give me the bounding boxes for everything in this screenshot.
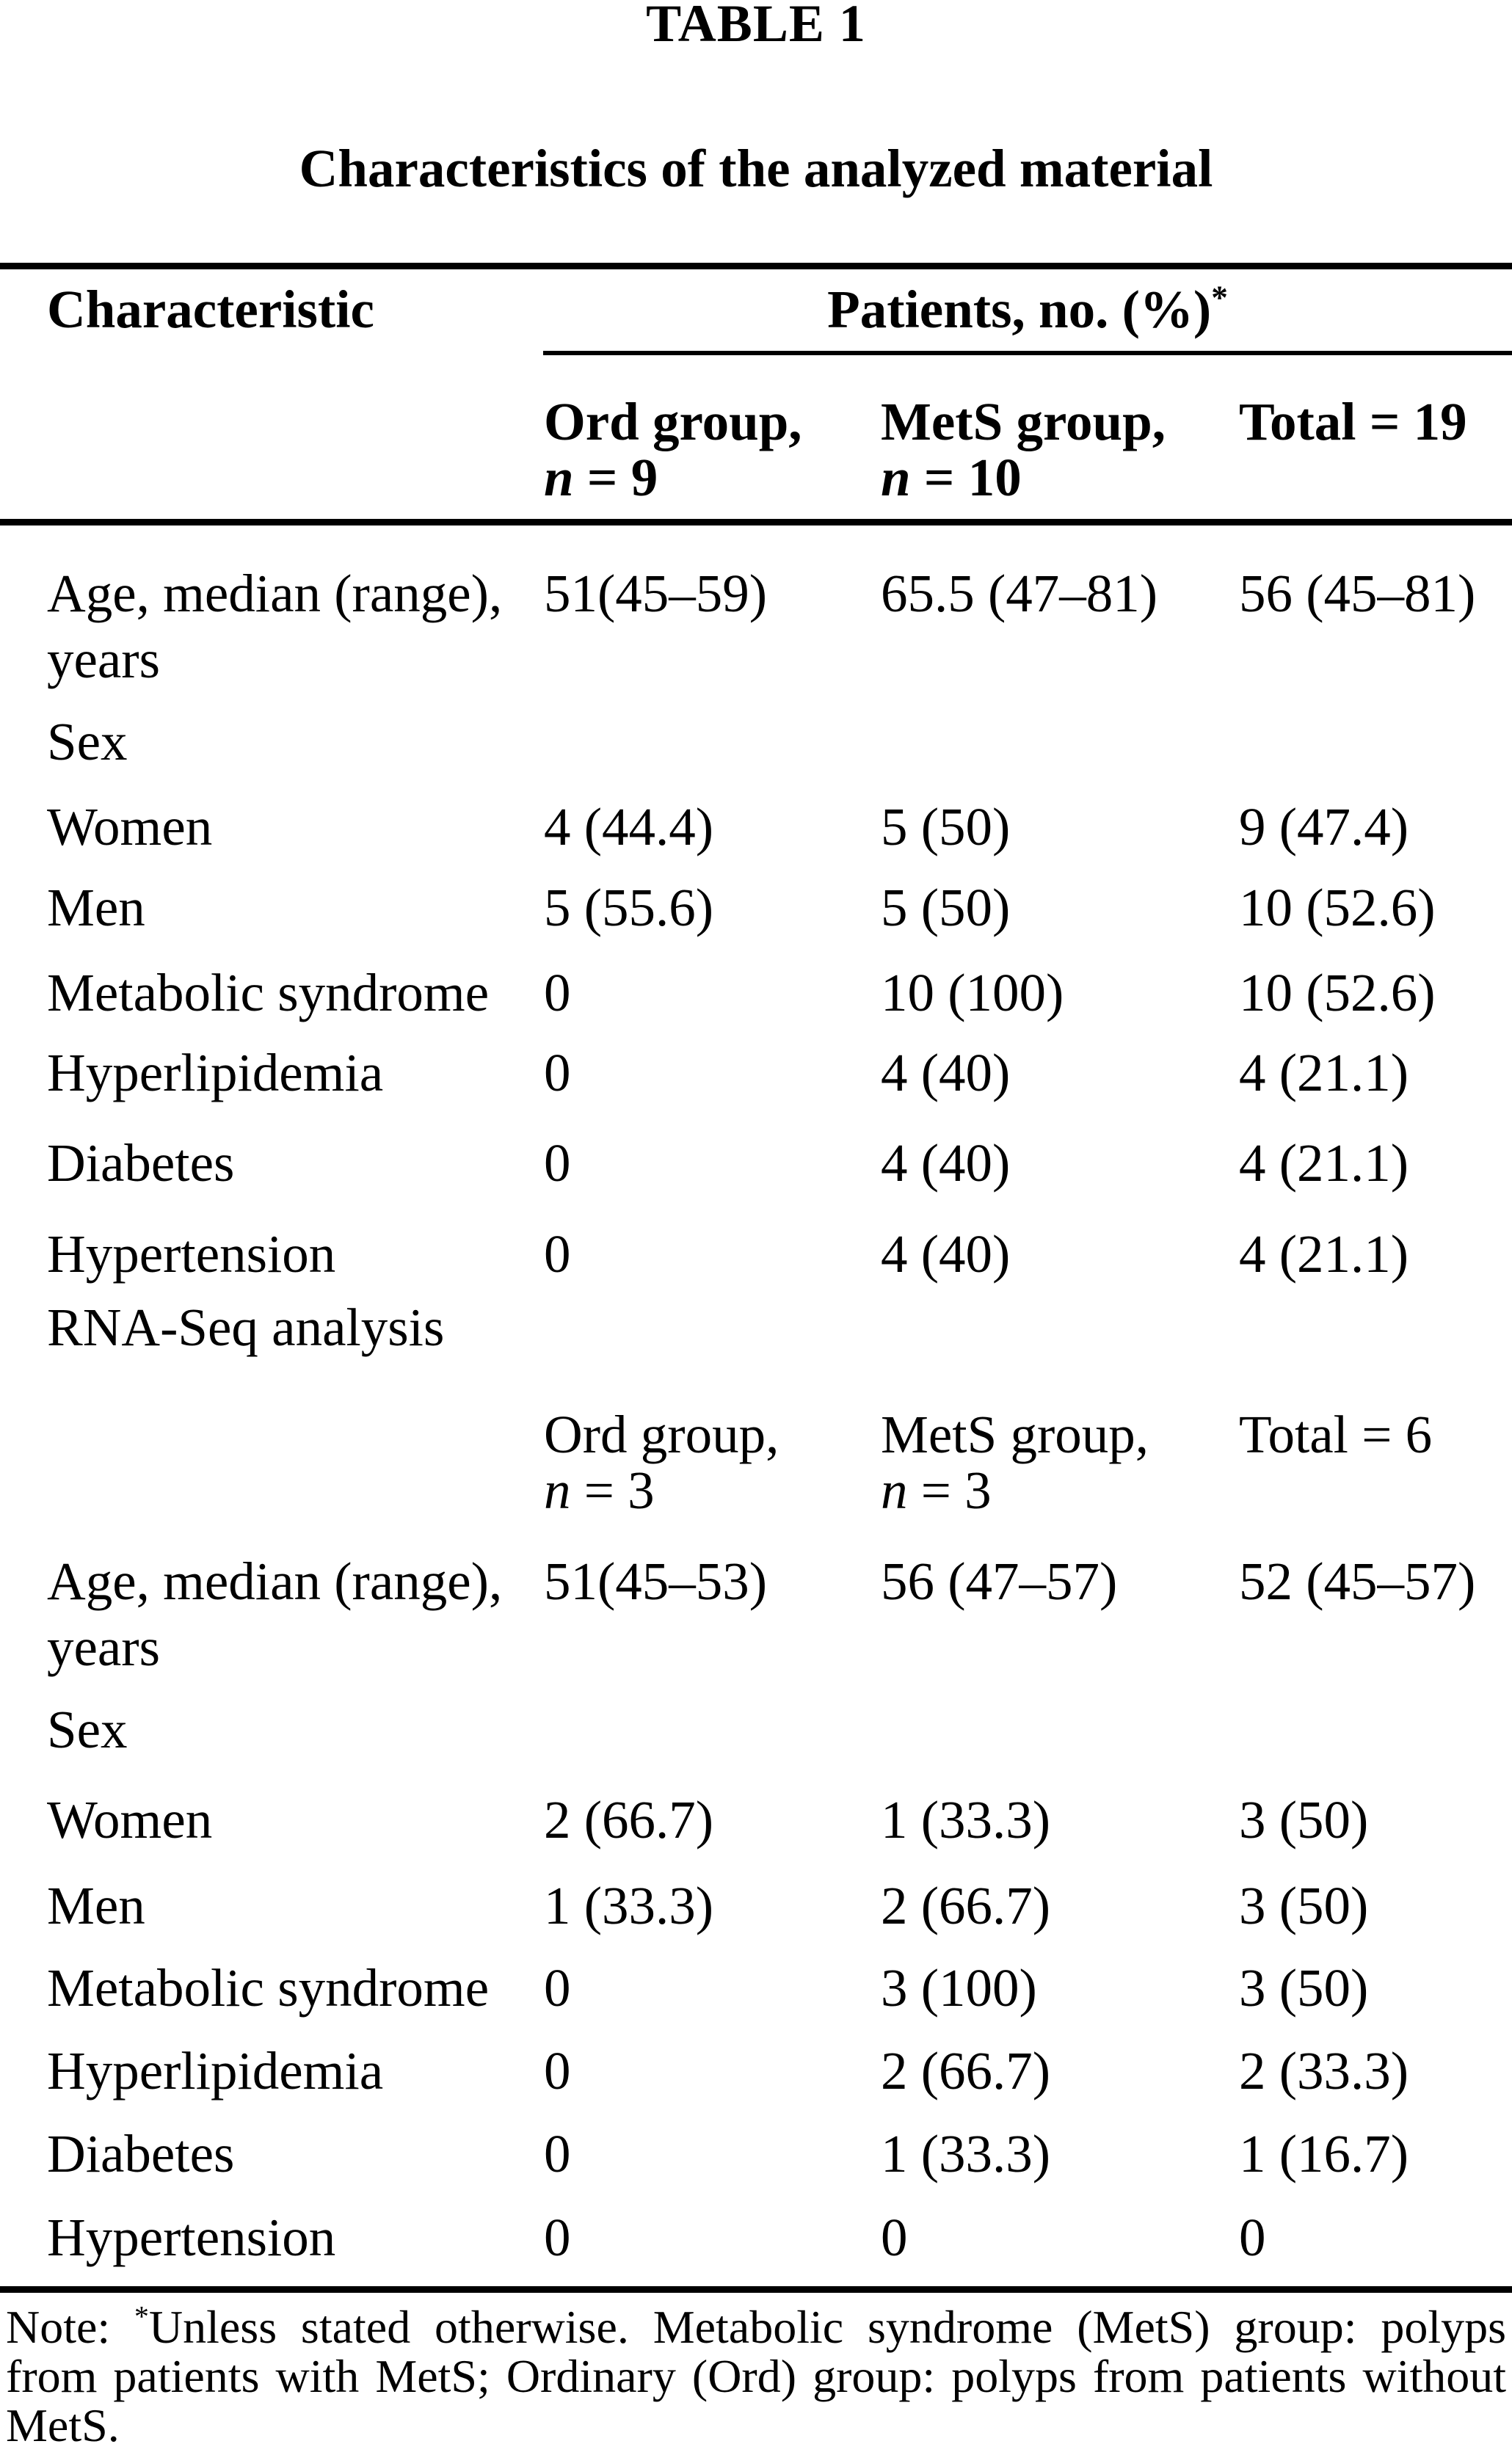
ord-value: 0 (544, 2208, 571, 2267)
mets-n-value: = 10 (910, 448, 1022, 507)
total-value: 4 (21.1) (1239, 1224, 1409, 1284)
mets-value: 5 (50) (881, 878, 1011, 937)
total-value: 2 (33.3) (1239, 2041, 1409, 2101)
table-label: TABLE 1 (646, 0, 866, 53)
ord-value: 0 (544, 2124, 571, 2183)
ord-group-header-2: Ord group, n = 3 (544, 1407, 871, 1519)
total-header-2: Total = 6 (1239, 1405, 1433, 1464)
rule-patients-span (543, 351, 1512, 355)
ord-value: 0 (544, 1958, 571, 2018)
mets-value: 1 (33.3) (881, 2124, 1051, 2183)
mets-value: 0 (881, 2208, 908, 2267)
table-title: Characteristics of the analyzed material (299, 139, 1213, 198)
row-label: Women (47, 1790, 213, 1850)
row-label: Sex (47, 1700, 128, 1759)
patients-header-text: Patients, no. (%) (827, 280, 1212, 339)
row-label: Hypertension (47, 2208, 336, 2267)
mets-value: 10 (100) (881, 963, 1064, 1022)
section-label: RNA-Seq analysis (47, 1298, 445, 1357)
row-label: Hypertension (47, 1224, 336, 1284)
row-label: Age, median (range), years (47, 564, 503, 689)
ord-value: 0 (544, 1224, 571, 1284)
total-value: 0 (1239, 2208, 1266, 2267)
mets-n-italic-2: n (881, 1461, 908, 1520)
patients-header-star: * (1211, 279, 1228, 316)
ord-value: 0 (544, 2041, 571, 2101)
mets-value: 4 (40) (881, 1224, 1011, 1284)
total-value: 52 (45–57) (1239, 1552, 1476, 1611)
row-label: Men (47, 1876, 145, 1935)
ord-value: 51(45–53) (544, 1552, 768, 1611)
mets-group-header-2: MetS group, n = 3 (881, 1407, 1226, 1519)
mets-n-value-2: = 3 (907, 1461, 992, 1520)
ord-value: 5 (55.6) (544, 878, 714, 937)
row-label: Metabolic syndrome (47, 1958, 490, 2018)
mets-value: 1 (33.3) (881, 1790, 1051, 1850)
footnote-prefix: Note: (6, 2301, 135, 2353)
mets-value: 65.5 (47–81) (881, 564, 1158, 623)
mets-n-italic: n (881, 448, 911, 507)
footnote-text: Unless stated otherwise. Metabolic syndr… (6, 2301, 1507, 2451)
ord-value: 2 (66.7) (544, 1790, 714, 1850)
total-value: 3 (50) (1239, 1790, 1369, 1850)
rule-top (0, 263, 1512, 269)
ord-n-italic-2: n (544, 1461, 571, 1520)
total-value: 1 (16.7) (1239, 2124, 1409, 2183)
mets-value: 2 (66.7) (881, 2041, 1051, 2101)
row-label: Hyperlipidemia (47, 2041, 384, 2101)
mets-value: 3 (100) (881, 1958, 1037, 2018)
row-label: Sex (47, 712, 128, 771)
mets-value: 56 (47–57) (881, 1552, 1118, 1611)
ord-value: 4 (44.4) (544, 797, 714, 856)
row-label: Diabetes (47, 1133, 235, 1193)
row-label: Women (47, 797, 213, 856)
row-label: Age, median (range), years (47, 1552, 503, 1677)
ord-n-value-2: = 3 (570, 1461, 655, 1520)
ord-n-value: = 9 (573, 448, 658, 507)
row-label: Metabolic syndrome (47, 963, 490, 1022)
ord-n-italic: n (544, 448, 574, 507)
row-label: Diabetes (47, 2124, 235, 2183)
mets-group-header: MetS group, n = 10 (881, 394, 1226, 506)
ord-value: 0 (544, 1133, 571, 1193)
mets-group-label-2: MetS group, (881, 1405, 1149, 1464)
mets-group-label: MetS group, (881, 392, 1166, 451)
ord-value: 0 (544, 1043, 571, 1102)
mets-value: 5 (50) (881, 797, 1011, 856)
total-value: 10 (52.6) (1239, 963, 1436, 1022)
total-value: 4 (21.1) (1239, 1043, 1409, 1102)
footnote: Note: *Unless stated otherwise. Metaboli… (6, 2302, 1506, 2450)
total-header: Total = 19 (1239, 392, 1467, 451)
total-value: 4 (21.1) (1239, 1133, 1409, 1193)
total-value: 56 (45–81) (1239, 564, 1476, 623)
ord-value: 0 (544, 963, 571, 1022)
ord-group-label-2: Ord group, (544, 1405, 779, 1464)
characteristic-header: Characteristic (47, 280, 374, 339)
total-value: 10 (52.6) (1239, 878, 1436, 937)
patients-header: Patients, no. (%)* (543, 279, 1512, 339)
row-label: Men (47, 878, 145, 937)
rule-header-bottom (0, 519, 1512, 525)
footnote-star: * (134, 2300, 149, 2333)
ord-value: 51(45–59) (544, 564, 768, 623)
row-label: Hyperlipidemia (47, 1043, 384, 1102)
rule-bottom (0, 2286, 1512, 2293)
ord-group-header: Ord group, n = 9 (544, 394, 871, 506)
total-value: 3 (50) (1239, 1958, 1369, 2018)
total-value: 3 (50) (1239, 1876, 1369, 1935)
mets-value: 4 (40) (881, 1133, 1011, 1193)
mets-value: 2 (66.7) (881, 1876, 1051, 1935)
total-value: 9 (47.4) (1239, 797, 1409, 856)
ord-group-label: Ord group, (544, 392, 802, 451)
ord-value: 1 (33.3) (544, 1876, 714, 1935)
mets-value: 4 (40) (881, 1043, 1011, 1102)
